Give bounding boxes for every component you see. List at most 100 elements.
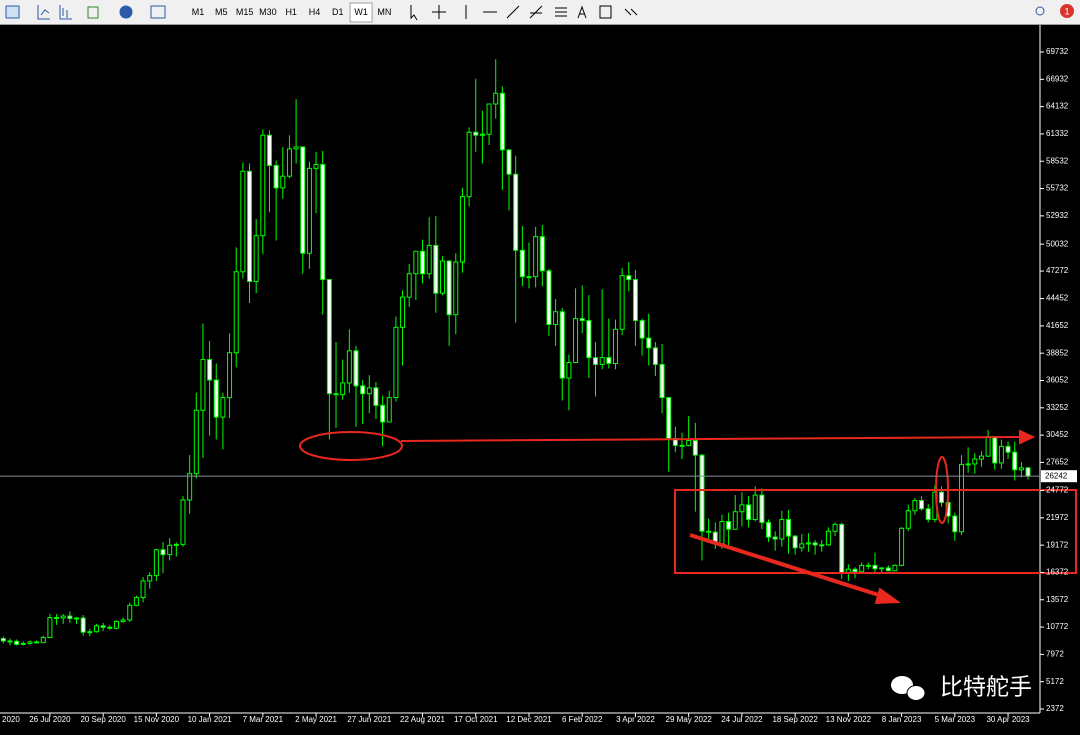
down-arrow-head <box>874 587 901 605</box>
y-tick-label: 24772 <box>1046 486 1069 495</box>
candle-body <box>539 236 545 272</box>
y-tick-label: 30452 <box>1046 430 1069 439</box>
toolbar-icons: M1 M5 M15 M30 H1 H4 D1 W1 MN 1 <box>5 2 1074 23</box>
candle-body <box>87 631 93 634</box>
x-tick-label: 31 May 2020 <box>0 715 20 724</box>
candle-body <box>486 103 492 135</box>
candle-body <box>812 542 818 546</box>
profiles-button[interactable] <box>5 5 20 19</box>
candle-body <box>832 523 838 532</box>
candle-body <box>153 549 159 577</box>
candle-body <box>779 519 785 540</box>
candle-body <box>586 320 592 359</box>
watermark-text: 比特舵手 <box>940 675 1032 701</box>
timeframe-button[interactable]: M1 <box>192 7 205 17</box>
candle-body <box>207 359 213 381</box>
candle-body <box>386 397 392 423</box>
indicator-button[interactable] <box>59 5 72 20</box>
candle-body <box>227 352 233 399</box>
timeframe-button[interactable]: W1 <box>354 7 368 17</box>
y-tick-label: 41652 <box>1046 321 1069 330</box>
text-button[interactable] <box>577 5 587 19</box>
candle-body <box>626 275 632 281</box>
candle-body <box>992 436 998 464</box>
channel-button[interactable] <box>529 5 543 19</box>
candle-body <box>965 463 971 466</box>
toolbar-buttons[interactable] <box>5 5 1045 21</box>
timeframe-button[interactable]: M5 <box>215 7 228 17</box>
x-tick-label: 22 Aug 2021 <box>400 715 445 724</box>
candle-body <box>632 279 638 322</box>
x-tick-label: 7 Mar 2021 <box>243 715 284 724</box>
candle-body <box>433 244 439 294</box>
candle-body <box>107 626 113 629</box>
candle-body <box>885 567 891 572</box>
support-arrow-head <box>1019 429 1036 445</box>
timeframe-button[interactable]: MN <box>377 7 391 17</box>
candle-body <box>526 276 532 279</box>
y-tick-label: 50032 <box>1046 239 1069 248</box>
y-tick-label: 66932 <box>1046 74 1069 83</box>
x-tick-label: 20 Sep 2020 <box>80 715 126 724</box>
search-button[interactable] <box>1035 6 1045 16</box>
candle-body <box>686 440 692 446</box>
candle-body <box>719 520 725 545</box>
candle-body <box>400 296 406 328</box>
candle-body <box>200 359 206 411</box>
notification-badge[interactable] <box>1060 4 1074 18</box>
trendline-button[interactable] <box>506 5 520 19</box>
label-button[interactable] <box>599 5 612 19</box>
candle-body <box>453 261 459 316</box>
candle-body <box>939 491 945 503</box>
candle-body <box>1012 451 1018 471</box>
candle-body <box>147 575 153 582</box>
candle-body <box>805 542 811 545</box>
candle-body <box>519 249 525 278</box>
x-tick-label: 13 Nov 2022 <box>826 715 872 724</box>
candle-body <box>978 455 984 460</box>
timeframe-button[interactable]: M15 <box>236 7 254 17</box>
chart-button[interactable] <box>37 5 50 20</box>
candle-body <box>905 510 911 529</box>
notification-count: 1 <box>1064 6 1069 16</box>
candle-body <box>799 543 805 549</box>
timeframe-button[interactable]: H1 <box>285 7 297 17</box>
candle-body <box>692 440 698 456</box>
x-tick-label: 3 Apr 2022 <box>616 715 655 724</box>
candle-body <box>366 387 372 395</box>
cursor-button[interactable] <box>410 5 418 21</box>
timeframe-button[interactable]: M30 <box>259 7 277 17</box>
candle-body <box>606 357 612 364</box>
y-tick-label: 10772 <box>1046 622 1069 631</box>
timeframe-button[interactable]: H4 <box>309 7 321 17</box>
candle-body <box>340 382 346 396</box>
clock-button[interactable] <box>119 5 133 19</box>
x-tick-label: 17 Oct 2021 <box>454 715 498 724</box>
candle-body <box>100 625 106 628</box>
template-button[interactable] <box>150 5 166 19</box>
crosshair-button[interactable] <box>432 5 446 19</box>
price-label-box <box>1041 470 1077 483</box>
y-tick-label: 2372 <box>1046 704 1064 713</box>
candle-body <box>7 640 13 643</box>
candle-body <box>985 436 991 457</box>
chart-background <box>0 25 1080 735</box>
timeframe-button[interactable]: D1 <box>332 7 344 17</box>
candle-body <box>300 146 306 254</box>
candle-body <box>699 454 705 532</box>
arrows-button[interactable] <box>624 8 638 16</box>
candle-body <box>859 564 865 573</box>
candle-body <box>513 173 519 251</box>
fibo-button[interactable] <box>555 7 567 17</box>
candle-body <box>792 535 798 549</box>
candle-body <box>925 508 931 521</box>
wechat-bubble <box>906 685 926 701</box>
candle-body <box>958 463 964 533</box>
new-order-button[interactable] <box>87 6 99 19</box>
x-tick-label: 30 Apr 2023 <box>986 715 1030 724</box>
candle-body <box>173 543 179 546</box>
timeframe-active <box>349 2 373 23</box>
breakout-ellipse <box>935 456 949 524</box>
candle-body <box>406 273 412 298</box>
candle-body <box>127 604 133 621</box>
